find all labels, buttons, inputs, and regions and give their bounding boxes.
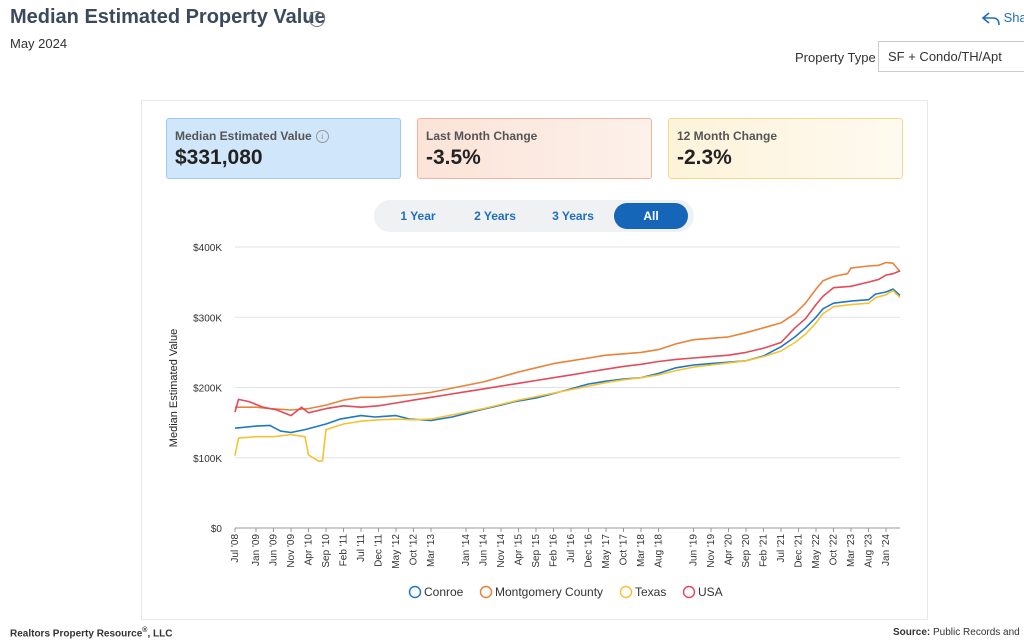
chart-panel xyxy=(141,100,928,620)
y-tick-label: $0 xyxy=(211,524,223,535)
x-tick-label: Oct '22 xyxy=(829,534,840,566)
share-button[interactable]: Sha xyxy=(981,10,1024,26)
x-tick-label: Sep '10 xyxy=(321,534,332,568)
range-3-years-button[interactable]: 3 Years xyxy=(552,209,594,223)
x-tick-label: Jul '08 xyxy=(230,534,241,563)
x-tick-label: Nov '14 xyxy=(496,534,507,568)
x-tick-label: Mar '13 xyxy=(426,534,437,567)
legend-label: USA xyxy=(698,585,723,599)
x-tick-label: Apr '15 xyxy=(514,534,525,566)
share-icon xyxy=(981,11,1000,25)
legend-label: Texas xyxy=(635,585,666,599)
x-tick-label: Feb '11 xyxy=(339,534,350,567)
x-tick-label: Oct '17 xyxy=(619,534,630,566)
last-month-change-value: -3.5% xyxy=(426,146,481,169)
footer-source: Source: Public Records and xyxy=(893,627,1020,638)
x-tick-label: Aug '23 xyxy=(864,534,875,568)
legend-marker xyxy=(408,585,422,599)
footer-company: Realtors Property Resource®, LLC xyxy=(10,627,173,640)
x-tick-label: Jan '14 xyxy=(461,534,472,566)
page-title: Median Estimated Property Value xyxy=(10,6,326,28)
y-tick-label: $400K xyxy=(193,243,222,254)
x-tick-label: Feb '21 xyxy=(759,534,770,567)
twelve-month-change-value: -2.3% xyxy=(677,146,732,169)
x-tick-label: Jun '19 xyxy=(689,534,700,566)
x-tick-label: Dec '21 xyxy=(794,534,805,568)
x-tick-label: Sep '15 xyxy=(531,534,542,568)
range-all-button[interactable]: All xyxy=(614,203,688,229)
x-tick-label: Mar '23 xyxy=(846,534,857,567)
legend-marker xyxy=(682,585,696,599)
series-line-montgomery-county xyxy=(235,261,901,411)
time-range-selector: 1 Year 2 Years 3 Years All xyxy=(374,200,694,232)
x-tick-label: Jul '21 xyxy=(776,534,787,563)
property-type-label: Property Type xyxy=(795,50,876,65)
x-tick-label: Jan '24 xyxy=(881,534,892,566)
x-tick-label: Sep '20 xyxy=(741,534,752,568)
x-tick-label: Nov '09 xyxy=(286,534,297,568)
x-tick-label: Jul '16 xyxy=(566,534,577,563)
x-tick-label: Apr '20 xyxy=(724,534,735,566)
series-line-texas xyxy=(234,289,901,463)
range-1-year-button[interactable]: 1 Year xyxy=(400,209,436,223)
median-value-card: Median Estimated Value i $331,080 xyxy=(166,118,401,179)
x-tick-label: Apr '10 xyxy=(304,534,315,566)
median-value-amount: $331,080 xyxy=(175,146,263,169)
median-value-label: Median Estimated Value i xyxy=(175,129,329,143)
y-tick-label: $200K xyxy=(193,384,222,395)
x-tick-label: May '17 xyxy=(601,534,612,569)
x-tick-label: Mar '18 xyxy=(636,534,647,567)
x-tick-label: Jul '11 xyxy=(356,534,367,562)
x-tick-label: Dec '11 xyxy=(374,534,385,567)
x-tick-label: Jan '09 xyxy=(251,534,262,566)
legend-marker xyxy=(619,585,633,599)
share-label: Sha xyxy=(1003,10,1024,25)
x-tick-label: May '12 xyxy=(391,534,402,569)
x-tick-label: Aug '18 xyxy=(654,534,665,568)
x-tick-label: May '22 xyxy=(811,534,822,569)
y-tick-label: $300K xyxy=(193,313,222,324)
twelve-month-change-label: 12 Month Change xyxy=(677,129,778,143)
report-date: May 2024 xyxy=(10,36,68,51)
info-icon[interactable]: i xyxy=(309,11,325,27)
x-tick-label: Jun '14 xyxy=(479,534,490,566)
last-month-change-card: Last Month Change -3.5% xyxy=(417,118,652,179)
property-type-select[interactable]: SF + Condo/TH/Apt xyxy=(878,41,1024,72)
x-tick-label: Oct '12 xyxy=(409,534,420,566)
x-tick-label: Jun '09 xyxy=(269,534,280,566)
x-tick-label: Dec '16 xyxy=(584,534,595,568)
y-axis-title: Median Estimated Value xyxy=(168,329,180,447)
legend-marker xyxy=(479,585,493,599)
legend-label: Montgomery County xyxy=(495,585,603,599)
twelve-month-change-card: 12 Month Change -2.3% xyxy=(668,118,903,179)
info-icon[interactable]: i xyxy=(315,130,329,143)
y-tick-label: $100K xyxy=(193,454,222,465)
range-2-years-button[interactable]: 2 Years xyxy=(474,209,516,223)
x-tick-label: Feb '16 xyxy=(549,534,560,567)
last-month-change-label: Last Month Change xyxy=(426,129,538,143)
legend-label: Conroe xyxy=(424,585,464,599)
series-line-usa xyxy=(234,270,901,417)
series-line-conroe xyxy=(234,288,901,434)
x-tick-label: Nov '19 xyxy=(706,534,717,568)
